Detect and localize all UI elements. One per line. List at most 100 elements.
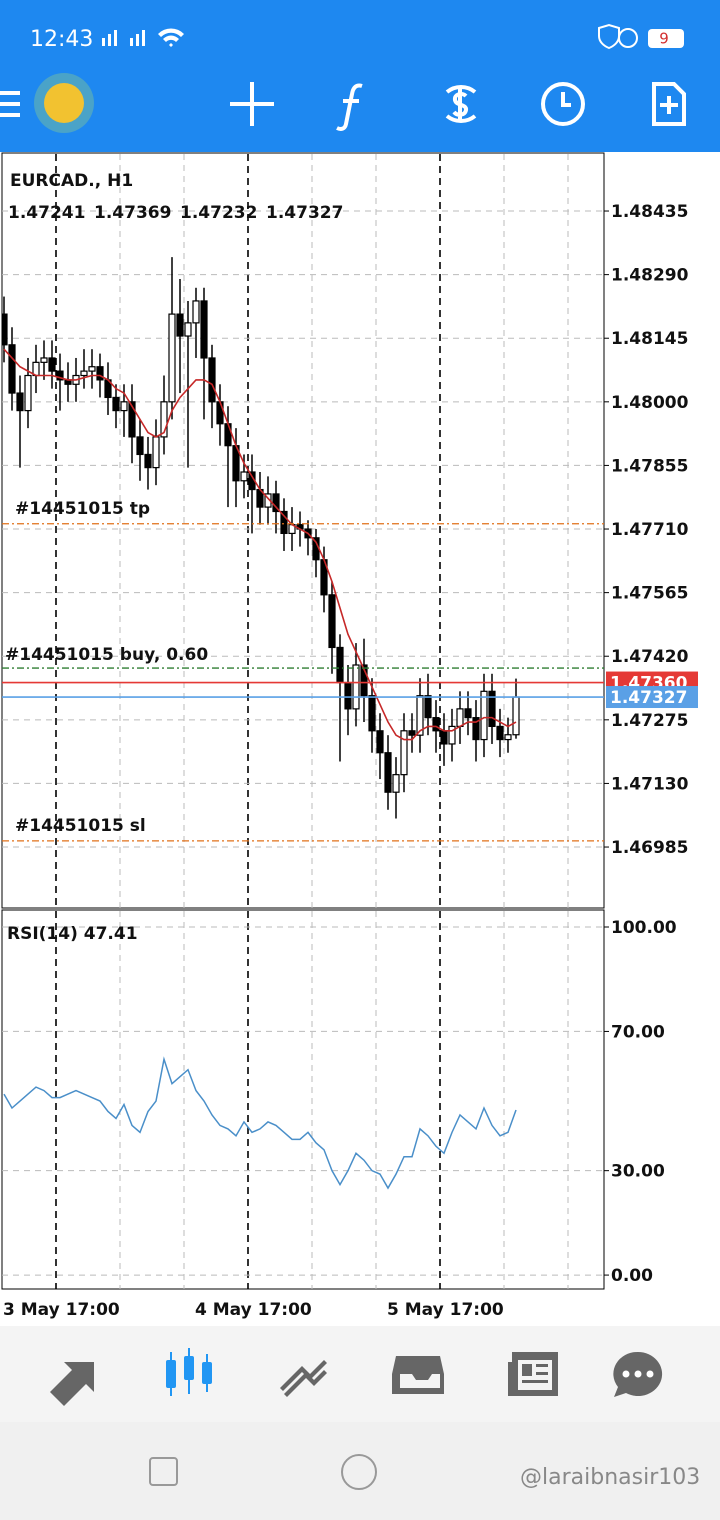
- candle-body: [480, 690, 488, 741]
- candle-body: [136, 436, 144, 456]
- candle-body: [144, 453, 152, 469]
- price-tag-label: 1.47327: [610, 688, 687, 708]
- indicator-button[interactable]: [336, 83, 363, 131]
- menu-button[interactable]: [0, 91, 20, 117]
- y-tick-label: 1.47420: [611, 647, 689, 667]
- candle-body: [336, 646, 344, 684]
- candle-body: [168, 313, 176, 403]
- quotes-tab[interactable]: [50, 1362, 94, 1406]
- candle-body: [400, 730, 408, 776]
- ohlc-low: 1.47232: [180, 203, 257, 223]
- candle-body: [200, 300, 208, 359]
- candle-body: [424, 695, 432, 719]
- app-bar: [0, 0, 720, 152]
- candle-body: [16, 392, 24, 412]
- candle-body: [464, 708, 472, 719]
- candle-body: [392, 774, 400, 793]
- ohlc-close: 1.47327: [266, 203, 343, 223]
- candle-body: [368, 695, 376, 732]
- candle-body: [88, 366, 96, 372]
- candle-body: [488, 690, 496, 728]
- candle-body: [384, 752, 392, 793]
- candle-body: [432, 717, 440, 732]
- candle-body: [408, 730, 416, 736]
- candle-body: [208, 357, 216, 403]
- rsi-line: [3, 1056, 517, 1190]
- candle-body: [96, 366, 104, 381]
- candle-body: [48, 357, 56, 372]
- candle-body: [344, 681, 352, 710]
- rsi-plot: [2, 911, 604, 1289]
- y-tick-label: 30.00: [611, 1162, 665, 1182]
- candle-body: [448, 725, 456, 745]
- candle-body: [184, 322, 192, 337]
- axes: 1.48435 1.48290 1.48145 1.48000 1.47855 1.477…: [3, 202, 689, 1320]
- candle-body: [360, 664, 368, 697]
- order-label: #14451015 buy, 0.60: [5, 645, 208, 665]
- candle-body: [472, 717, 480, 741]
- candle-body: [240, 471, 248, 482]
- ohlc-open: 1.47241: [8, 203, 85, 223]
- y-tick-label: 1.46985: [611, 838, 688, 858]
- period-button[interactable]: [541, 82, 585, 126]
- y-tick-label: 1.47710: [611, 520, 689, 540]
- candle-body: [56, 370, 64, 381]
- battery: [648, 29, 684, 48]
- candle-body: [216, 401, 224, 425]
- bottom-nav-icons: [50, 1348, 663, 1406]
- toolbar-icons: [230, 82, 686, 131]
- x-tick-label: 3 May 17:00: [3, 1300, 120, 1320]
- home-button[interactable]: [341, 1454, 377, 1490]
- recents-button[interactable]: [149, 1457, 178, 1486]
- y-tick-label: 0.00: [611, 1266, 653, 1286]
- order-label: #14451015 tp: [15, 499, 150, 519]
- y-tick-label: 1.47275: [611, 711, 688, 731]
- candle-body: [328, 594, 336, 649]
- y-tick-label: 1.47130: [611, 774, 689, 794]
- candle-body: [496, 725, 504, 741]
- candle-body: [192, 300, 200, 324]
- chart-tab[interactable]: [166, 1348, 212, 1396]
- y-tick-label: 1.48290: [611, 266, 689, 286]
- candle-body: [224, 423, 232, 447]
- trade-tab[interactable]: [280, 1360, 327, 1397]
- candle-body: [512, 696, 520, 736]
- candle-body: [504, 734, 512, 741]
- candle-body: [8, 344, 16, 394]
- news-tab[interactable]: [508, 1352, 558, 1396]
- y-tick-label: 100.00: [611, 918, 677, 938]
- rsi-title: RSI(14) 47.41: [7, 924, 138, 944]
- moving-average: [3, 348, 517, 741]
- new-order-button[interactable]: [652, 82, 686, 126]
- order-label: #14451015 sl: [15, 816, 146, 836]
- y-tick-label: 1.48145: [611, 329, 688, 349]
- candle-body: [376, 730, 384, 754]
- candle-body: [160, 401, 168, 438]
- candle-body: [416, 695, 424, 736]
- candle-body: [2, 313, 8, 346]
- chart-title: EURCAD., H1: [10, 171, 133, 191]
- candle-body: [280, 510, 288, 535]
- x-tick-label: 4 May 17:00: [195, 1300, 312, 1320]
- history-tab[interactable]: [392, 1356, 444, 1394]
- candle-body: [152, 436, 160, 469]
- candle-body: [24, 374, 32, 412]
- candle-body: [352, 664, 360, 710]
- trade-button[interactable]: [445, 84, 477, 124]
- candle-body: [80, 370, 88, 377]
- x-tick-label: 5 May 17:00: [387, 1300, 504, 1320]
- lock-icon: [618, 28, 638, 48]
- crosshair-button[interactable]: [230, 82, 274, 126]
- y-tick-label: 1.48000: [611, 393, 689, 413]
- bottom-nav: [0, 1326, 720, 1422]
- watermark: @laraibnasir103: [520, 1465, 700, 1490]
- rsi-panel: [1, 909, 605, 1290]
- status-time: 12:43: [30, 27, 93, 52]
- app-logo-inner: [44, 83, 84, 123]
- y-tick-label: 1.48435: [611, 202, 688, 222]
- candle-body: [40, 357, 48, 363]
- candle-body: [176, 313, 184, 337]
- y-tick-label: 1.47565: [611, 584, 688, 604]
